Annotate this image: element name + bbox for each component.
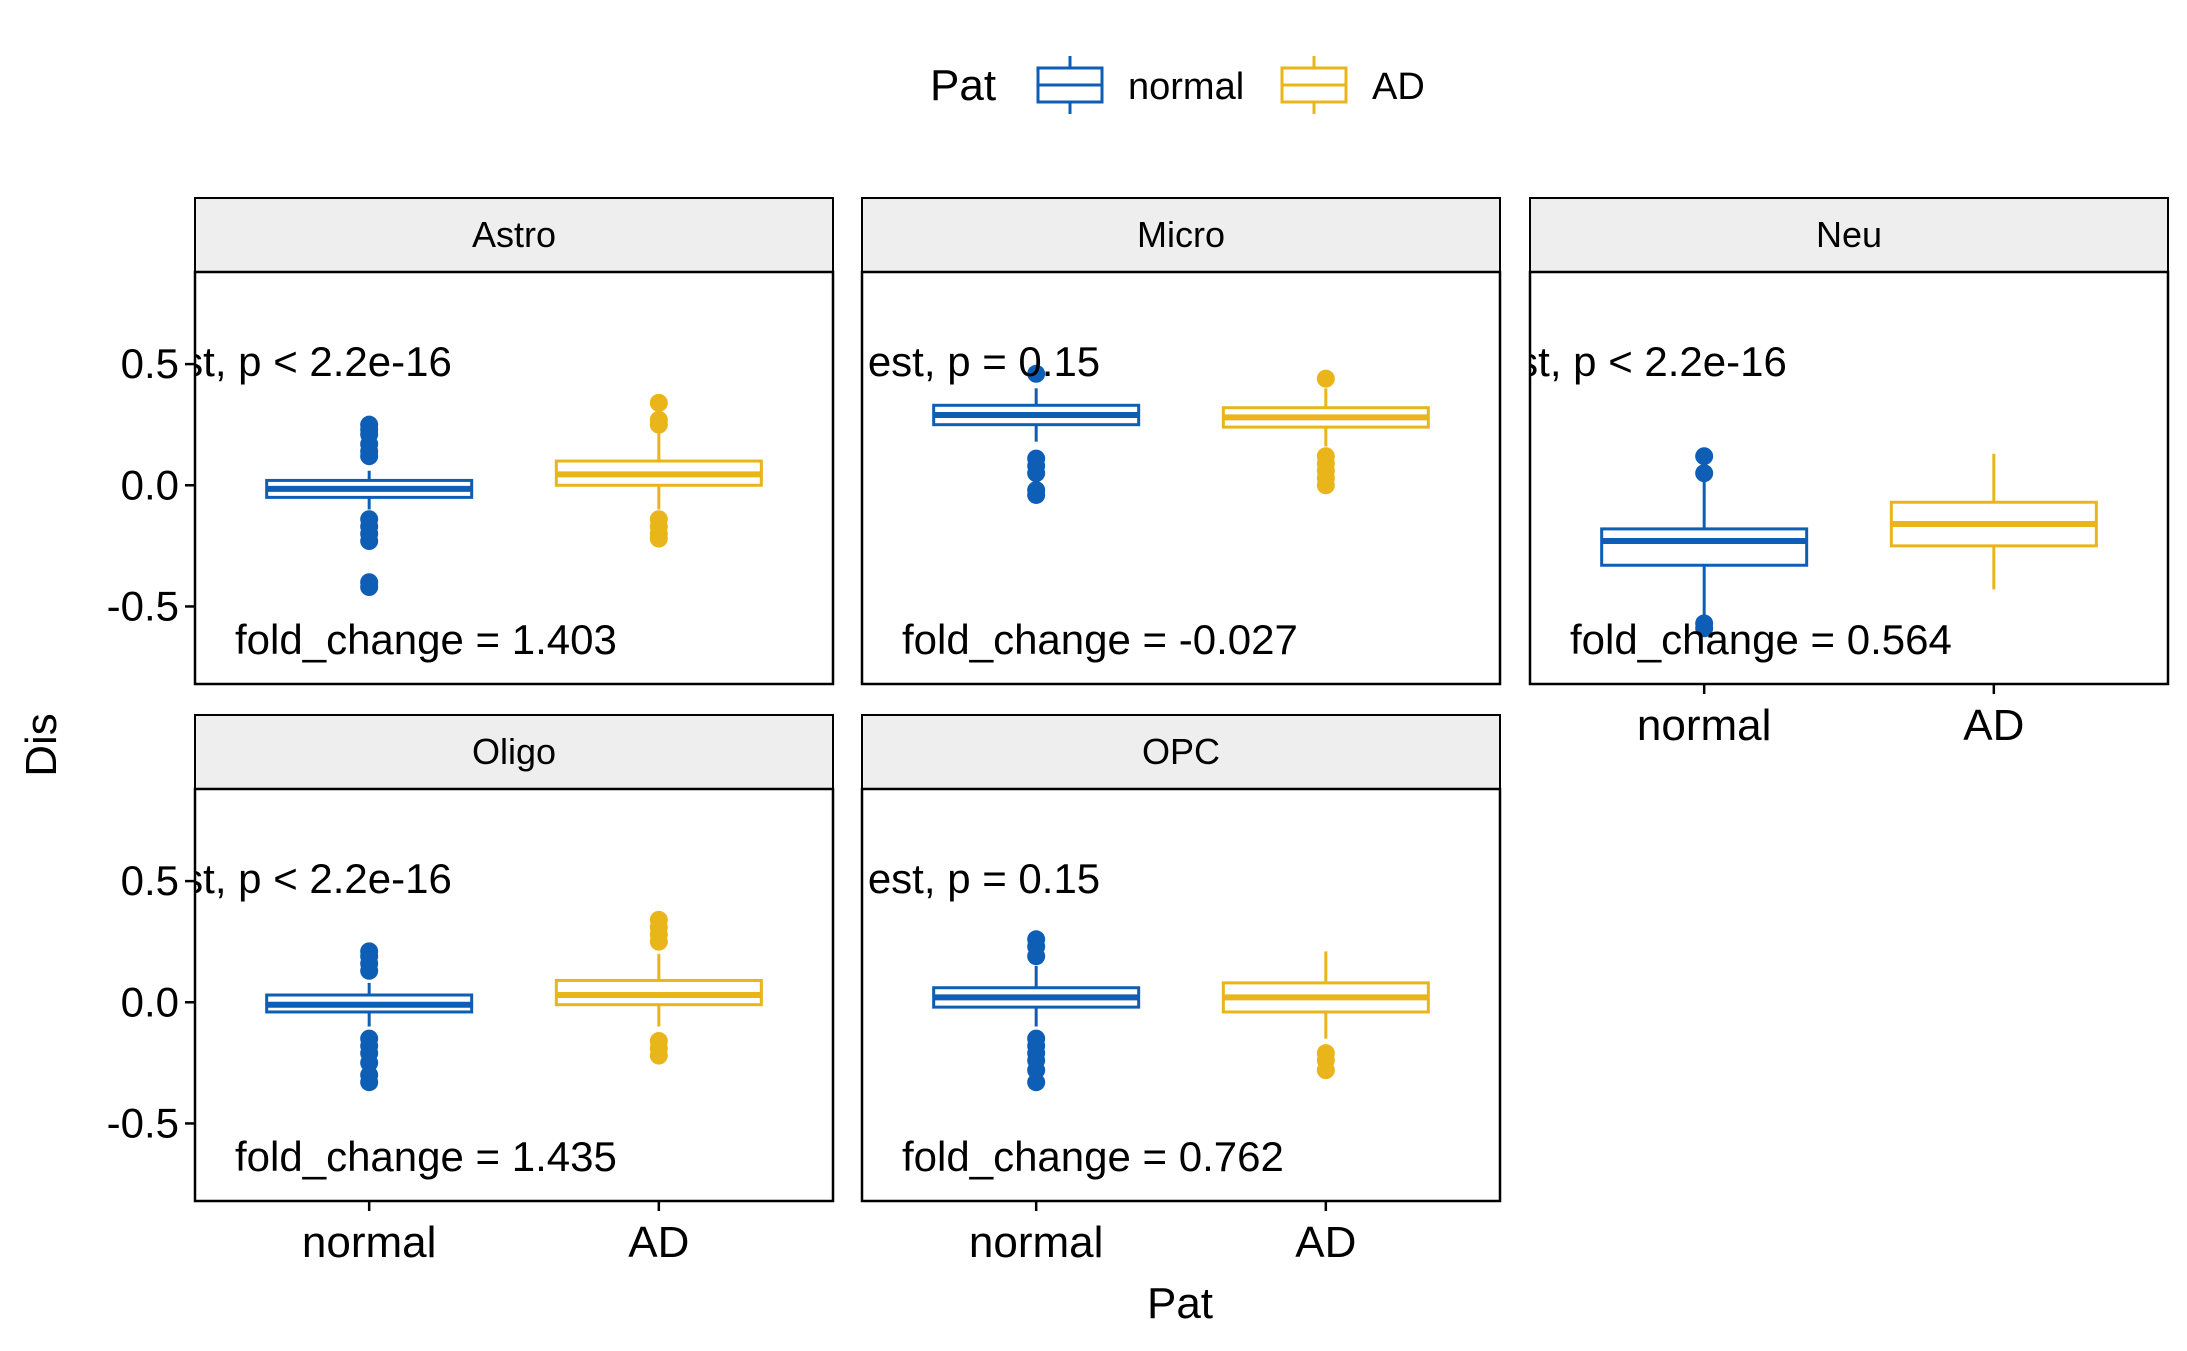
box-normal [932,364,1141,504]
outlier-point [649,932,668,951]
outlier-point [1695,619,1714,638]
panel-plot-area: st, p < 2.2e-16 fold_change = 1.435 [182,855,763,1180]
panel-astro: Astro st, p < 2.2e-16 fold_change = 1.403 0… [107,197,835,686]
outlier-point [360,961,379,980]
panel-title: Astro [472,214,556,255]
outlier-point [360,1073,379,1092]
panel-strip [1529,197,2169,273]
fold-change-annotation: fold_change = 1.403 [235,616,617,663]
panel-border [193,787,835,1203]
legend: Pat normal AD [930,56,1425,114]
outlier-point [649,415,668,434]
outlier-point [1027,1073,1046,1092]
test-annotation: st, p < 2.2e-16 [182,855,452,902]
panel-opc: OPC est, p = 0.15 fold_change = 0.762 norma… [860,714,1502,1267]
outlier-point [360,532,379,551]
test-annotation: est, p = 0.15 [868,338,1100,385]
x-tick-label: normal [1637,701,1772,750]
box-ad [554,910,763,1065]
legend-key-normal [1036,56,1104,114]
legend-title: Pat [930,61,996,110]
x-tick-label: normal [969,1218,1104,1267]
panel-strip [194,197,834,273]
x-tick-label: AD [628,1218,689,1267]
panel-border [1528,270,2170,686]
outlier-point [1027,464,1046,483]
legend-label-ad: AD [1372,66,1425,108]
x-tick-label: normal [302,1218,437,1267]
test-annotation: st, p < 2.2e-16 [1517,338,1787,385]
panel-title: Oligo [472,731,556,772]
test-annotation: st, p < 2.2e-16 [182,338,452,385]
panel-micro: Micro est, p = 0.15 fold_change = -0.027 [860,197,1502,686]
box-normal [1600,447,1809,638]
legend-label-normal: normal [1128,66,1244,108]
outlier-point [1695,447,1714,466]
fold-change-annotation: fold_change = 1.435 [235,1133,617,1180]
panel-border [193,270,835,686]
panel-title: Neu [1816,214,1882,255]
box-ad [1889,453,2098,590]
y-tick-label: 0.0 [121,978,179,1025]
fold-change-annotation: fold_change = -0.027 [902,616,1298,663]
x-axis-label: Pat [1147,1279,1213,1328]
outlier-point [1316,369,1335,388]
box-body [1600,527,1809,567]
outlier-point [649,393,668,412]
panel-border [860,270,1502,686]
outlier-point [1316,1061,1335,1080]
y-tick-label: 0.0 [121,461,179,508]
x-tick-label: AD [1295,1218,1356,1267]
fold-change-annotation: fold_change = 0.762 [902,1133,1284,1180]
box-normal [265,942,474,1092]
outlier-point [1027,947,1046,966]
outlier-point [1027,364,1046,383]
panel-strip [861,197,1501,273]
panel-plot-area: est, p = 0.15 fold_change = -0.027 [868,338,1430,663]
panel-neu: Neu st, p < 2.2e-16 fold_change = 0.564 nor… [1517,197,2170,750]
outlier-point [1316,476,1335,495]
panel-plot-area: st, p < 2.2e-16 fold_change = 1.403 [182,338,763,663]
panel-title: OPC [1142,731,1220,772]
box-ad [1221,369,1430,495]
y-tick-label: 0.5 [121,857,179,904]
test-annotation: est, p = 0.15 [868,855,1100,902]
outlier-point [360,578,379,597]
legend-key-ad [1280,56,1348,114]
box-ad [1221,951,1430,1080]
y-tick-label: -0.5 [107,582,179,629]
fold-change-annotation: fold_change = 0.564 [1570,616,1952,663]
outlier-point [360,447,379,466]
panel-plot-area: st, p < 2.2e-16 fold_change = 0.564 [1517,338,2098,663]
y-tick-label: 0.5 [121,340,179,387]
box-normal [265,415,474,597]
outlier-point [1027,485,1046,504]
y-axis-label: Dis [17,713,66,777]
y-tick-label: -0.5 [107,1099,179,1146]
x-tick-label: AD [1963,701,2024,750]
panel-title: Micro [1137,214,1225,255]
panel-oligo: Oligo st, p < 2.2e-16 fold_change = 1.435 0… [107,714,835,1267]
box-ad [554,393,763,548]
panel-plot-area: est, p = 0.15 fold_change = 0.762 [868,855,1430,1180]
outlier-point [1695,464,1714,483]
outlier-point [649,529,668,548]
outlier-point [649,1046,668,1065]
panel-strip [194,714,834,790]
box-normal [932,930,1141,1092]
panel-border [860,787,1502,1203]
